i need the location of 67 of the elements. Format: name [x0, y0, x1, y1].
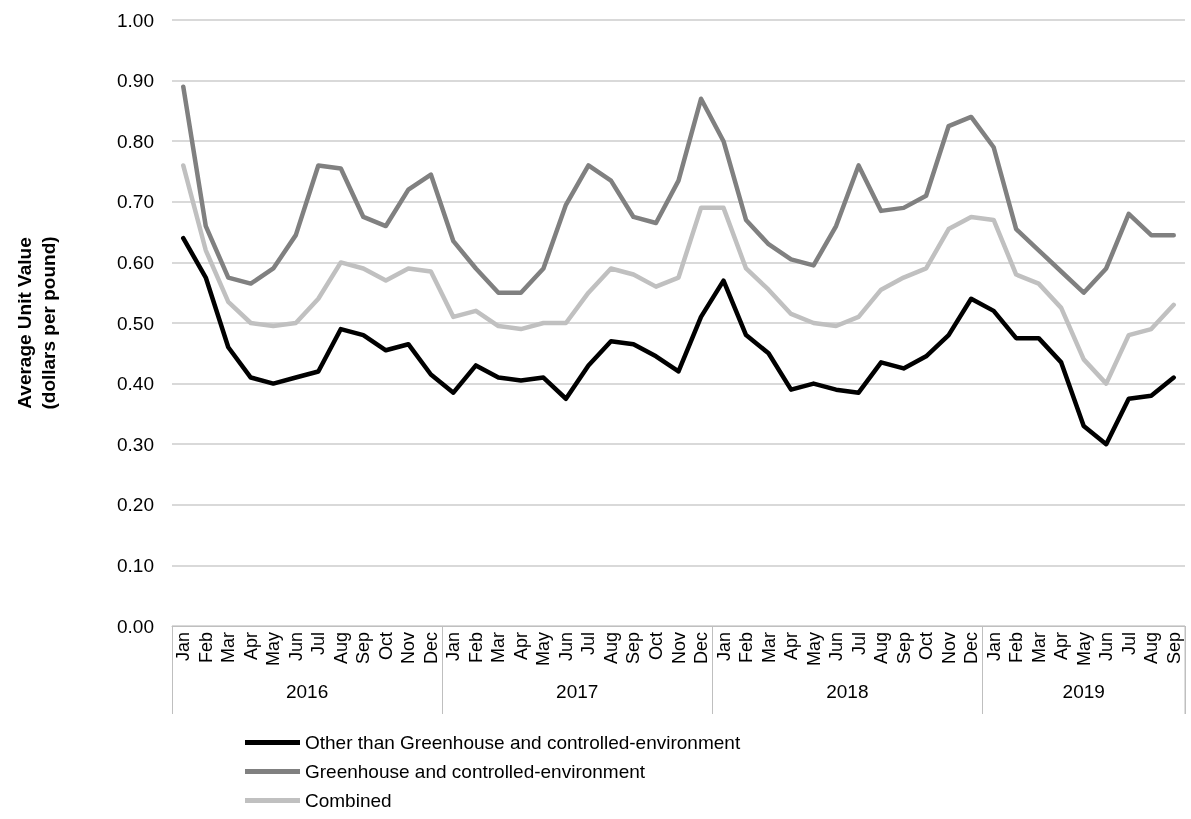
text: 2016: [285, 680, 329, 702]
y-tick-label: 0.50: [117, 312, 154, 334]
x-tick-label: Nov: [398, 632, 419, 665]
x-tick-label: Oct: [375, 632, 396, 661]
x-tick-label: Apr: [240, 632, 261, 661]
x-tick-label: Mar: [488, 632, 509, 663]
y-axis-title: Average Unit Value (dollars per pound): [13, 236, 59, 410]
x-tick-label: Jun: [1096, 632, 1117, 662]
x-tick-label: Nov: [938, 632, 959, 665]
y-tick-label: 0.30: [117, 433, 154, 455]
x-tick-label: Dec: [420, 632, 441, 665]
x-tick-label: May: [533, 632, 554, 667]
y-tick-label: 1.00: [117, 9, 154, 31]
x-tick-label: Aug: [330, 632, 351, 665]
y-tick-label: 0.00: [117, 615, 154, 637]
y-tick-label: 0.70: [117, 191, 154, 213]
x-tick-label: Jun: [555, 632, 576, 662]
y-tick-label: 0.90: [117, 70, 154, 92]
x-tick-label: Jun: [285, 632, 306, 662]
x-tick-label: Feb: [465, 632, 486, 664]
x-tick-label: May: [803, 632, 824, 667]
x-tick-label: Sep: [893, 632, 914, 665]
x-tick-label: May: [263, 632, 284, 667]
x-tick-label: Aug: [600, 632, 621, 665]
legend-label: Other than Greenhouse and controlled-environment: [305, 732, 741, 753]
x-tick-label: Jul: [848, 632, 869, 656]
line-series: [181, 84, 1176, 295]
x-tick-label: Feb: [195, 632, 216, 664]
x-tick-label: Apr: [510, 632, 531, 661]
x-tick-label: Sep: [353, 632, 374, 665]
x-tick-label: Oct: [916, 632, 937, 661]
legend-label: Greenhouse and controlled-environment: [305, 761, 646, 782]
text: 2017: [556, 680, 599, 702]
y-tick-label: 0.40: [117, 373, 154, 395]
y-tick-label: 0.20: [117, 494, 154, 516]
x-tick-label: Mar: [758, 632, 779, 663]
x-tick-label: Jun: [826, 632, 847, 662]
x-tick-label: Jul: [578, 632, 599, 656]
x-tick-label: Jan: [443, 632, 464, 662]
text: 2018: [826, 680, 869, 702]
text: 2019: [1062, 680, 1105, 702]
x-tick-label: Mar: [1028, 632, 1049, 663]
x-tick-label: Aug: [871, 632, 892, 665]
x-tick-label: Oct: [645, 632, 666, 661]
x-tick-label: Jul: [308, 632, 329, 656]
x-tick-label: Apr: [781, 632, 802, 661]
x-tick-label: Dec: [961, 632, 982, 665]
x-tick-label: Mar: [218, 632, 239, 663]
x-tick-label: Jul: [1118, 632, 1139, 656]
line-series: [181, 235, 1176, 447]
x-tick-label: Jan: [173, 632, 194, 662]
x-tick-label: May: [1073, 632, 1094, 667]
y-tick-label: 0.80: [117, 130, 154, 152]
x-tick-label: Dec: [691, 632, 712, 665]
line-series: [181, 163, 1176, 386]
x-tick-label: Aug: [1141, 632, 1162, 665]
x-tick-label: Jan: [713, 632, 734, 662]
x-tick-label: Jan: [983, 632, 1004, 662]
y-tick-label: 0.10: [117, 554, 154, 576]
legend-label: Combined: [305, 790, 392, 811]
x-tick-label: Feb: [736, 632, 757, 664]
x-tick-label: Sep: [623, 632, 644, 665]
y-tick-label: 0.60: [117, 251, 154, 273]
x-tick-label: Apr: [1051, 632, 1072, 661]
x-tick-label: Nov: [668, 632, 689, 665]
x-tick-label: Sep: [1163, 632, 1184, 665]
x-tick-label: Feb: [1006, 632, 1027, 664]
